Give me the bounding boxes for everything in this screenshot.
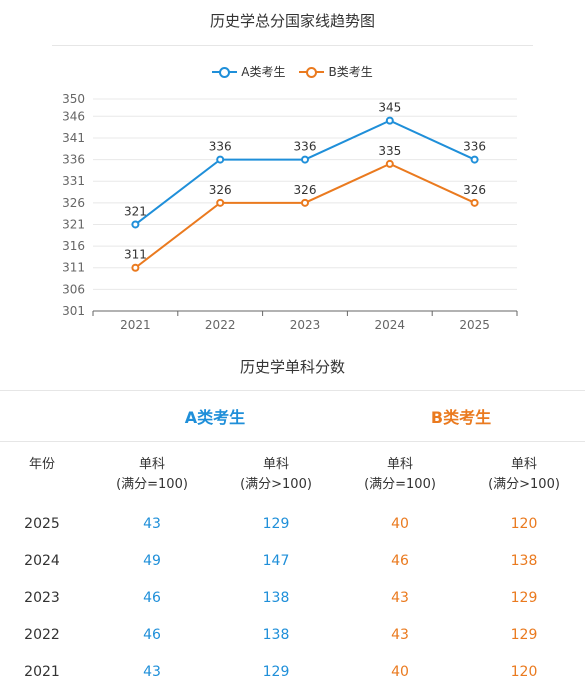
series-line-b [134,162,476,269]
legend-swatch-a [212,65,238,79]
table-cell-a1: 46 [143,627,161,643]
table-cell-b1: 46 [391,553,409,569]
group-b-header: B类考生 [430,408,492,427]
y-tick-label: 316 [62,239,85,253]
line-chart: 301 306 311 316 321 326 331 336 341 346 350 2021 202… [62,92,518,330]
col-header-b2-line2: (满分>100) [488,477,560,492]
table-cell-a2: 129 [262,664,290,680]
table-cell-a2: 147 [262,553,290,569]
col-header-a1-line2: (满分=100) [116,477,188,492]
data-point [385,159,394,168]
col-header-a2-line1: 单科 [262,457,289,472]
x-tick-label: 2023 [290,318,321,330]
col-header-b1-line1: 单科 [386,457,413,472]
x-tick-label: 2024 [375,318,406,330]
table-cell-a2: 138 [262,590,290,606]
data-point [470,155,479,164]
legend-label-b: B类考生 [328,65,373,79]
y-tick-label: 321 [62,217,85,231]
col-header-year-label: 年份 [28,457,55,472]
col-header-a2: 单科 (满分>100) [224,455,328,495]
table-cell-year: 2022 [24,627,60,643]
table-cell-year: 2025 [24,516,60,532]
data-point [131,220,140,229]
y-tick-label: 341 [62,131,85,145]
series-line-a [134,119,476,226]
x-tick-label: 2025 [459,318,490,330]
col-header-b2: 单科 (满分>100) [472,455,576,495]
y-tick-label: 301 [62,304,85,318]
data-label: 311 [124,248,147,262]
data-point [385,116,394,125]
col-header-a2-line2: (满分>100) [240,477,312,492]
table-cell-b1: 40 [391,664,409,680]
legend-item-a[interactable]: A类考生 [212,63,285,80]
data-label: 321 [124,204,147,218]
table-cell-a1: 46 [143,590,161,606]
table-title: 历史学单科分数 [239,358,345,376]
data-label: 336 [294,140,317,154]
col-header-b1: 单科 (满分=100) [348,455,452,495]
legend-item-b[interactable]: B类考生 [299,63,373,80]
legend-label-a: A类考生 [241,65,286,79]
x-tick-label: 2021 [120,318,151,330]
data-point [131,263,140,272]
data-label: 336 [209,140,232,154]
y-tick-label: 311 [62,261,85,275]
title-divider [52,45,533,46]
col-header-a1: 单科 (满分=100) [100,455,204,495]
table-cell-b2: 120 [510,516,538,532]
col-header-b1-line2: (满分=100) [364,477,436,492]
table-cell-year: 2023 [24,590,60,606]
col-header-a1-line1: 单科 [138,457,165,472]
table-cell-year: 2021 [24,664,60,680]
y-tick-label: 326 [62,196,85,210]
y-tick-label: 336 [62,153,85,167]
table-cell-b2: 138 [510,553,538,569]
table-header-rule [0,441,585,442]
data-label: 326 [209,183,232,197]
table-cell-year: 2024 [24,553,60,569]
table-cell-b2: 120 [510,664,538,680]
table-cell-b1: 43 [391,627,409,643]
x-tick-label: 2022 [205,318,236,330]
table-cell-b1: 43 [391,590,409,606]
data-label: 335 [378,144,401,158]
y-tick-label: 306 [62,282,85,296]
table-cell-b1: 40 [391,516,409,532]
col-header-b2-line1: 单科 [510,457,537,472]
table-top-rule [0,390,585,391]
data-label: 326 [294,183,317,197]
table-cell-a1: 43 [143,516,161,532]
data-point [470,198,479,207]
table-cell-a2: 129 [262,516,290,532]
y-tick-label: 331 [62,174,85,188]
data-label: 326 [463,183,486,197]
data-point [216,155,225,164]
chart-legend: A类考生 B类考生 [0,63,585,80]
table-cell-a2: 138 [262,627,290,643]
data-point [301,198,309,207]
data-label: 336 [463,140,486,154]
data-label: 345 [378,101,401,115]
y-tick-label: 350 [62,92,85,106]
table-cell-a1: 49 [143,553,161,569]
table-cell-b2: 129 [510,627,538,643]
chart-title: 历史学总分国家线趋势图 [209,12,375,30]
col-header-year: 年份 [2,455,82,475]
legend-swatch-b [299,65,325,79]
y-tick-label: 346 [62,109,85,123]
group-a-header: A类考生 [184,408,246,427]
table-cell-b2: 129 [510,590,538,606]
data-point [216,198,225,207]
data-point [301,155,309,164]
table-cell-a1: 43 [143,664,161,680]
